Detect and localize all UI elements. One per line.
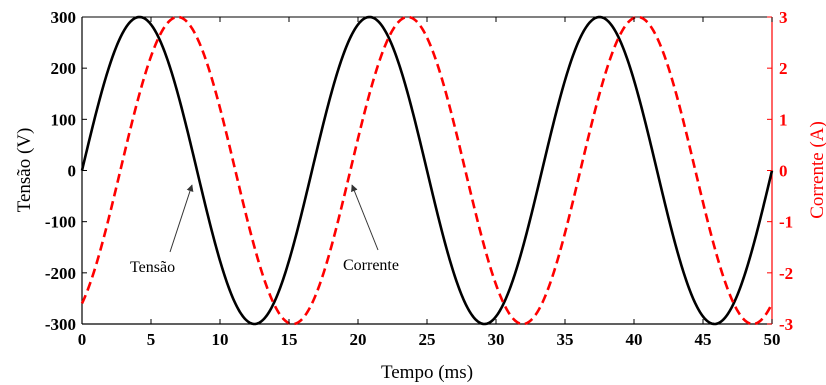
x-tick-label: 35	[557, 330, 574, 349]
y-axis-right: 3 2 1 0 -1 -2 -3	[767, 8, 793, 334]
annotation-arrow	[351, 184, 379, 251]
x-tick-label: 15	[281, 330, 298, 349]
y-left-tick-label: -200	[45, 264, 76, 283]
curves	[80, 15, 774, 326]
y-axis-right-title: Corrente (A)	[807, 121, 826, 219]
x-tick-label: 25	[419, 330, 436, 349]
y-left-tick-label: 100	[51, 110, 77, 129]
x-tick-label: 50	[764, 330, 781, 349]
y-left-tick-label: -300	[45, 315, 76, 334]
annotations: Tensão Corrente	[130, 184, 399, 276]
y-right-tick-label: 3	[779, 8, 788, 27]
x-tick-label: 10	[212, 330, 229, 349]
y-right-tick-label: -1	[779, 213, 793, 232]
y-right-tick-label: 0	[779, 162, 788, 181]
annotation-label: Tensão	[130, 259, 175, 276]
y-left-tick-label: 300	[51, 8, 77, 27]
y-axis-left: 300 200 100 0 -100 -200 -300	[45, 8, 87, 334]
x-tick-label: 40	[626, 330, 643, 349]
y-right-tick-label: -3	[779, 315, 793, 334]
y-right-tick-label: 2	[779, 59, 788, 78]
y-left-tick-label: -100	[45, 213, 76, 232]
x-tick-label: 30	[488, 330, 505, 349]
series-line-tens-o	[80, 15, 774, 326]
y-left-tick-label: 200	[51, 59, 77, 78]
x-tick-label: 20	[350, 330, 367, 349]
y-left-tick-label: 0	[68, 162, 77, 181]
annotation-label: Corrente	[343, 257, 399, 274]
y-axis-left-title: Tensão (V)	[14, 128, 35, 213]
annotation-arrow	[169, 184, 194, 253]
x-axis-title: Tempo (ms)	[381, 362, 473, 383]
x-tick-label: 0	[78, 330, 87, 349]
x-tick-label: 5	[147, 330, 156, 349]
x-axis: 0 5 10 15 20 25 30 35 40 45 50	[78, 17, 781, 349]
y-right-tick-label: 1	[779, 110, 788, 129]
y-right-tick-label: -2	[779, 264, 793, 283]
x-tick-label: 45	[695, 330, 712, 349]
